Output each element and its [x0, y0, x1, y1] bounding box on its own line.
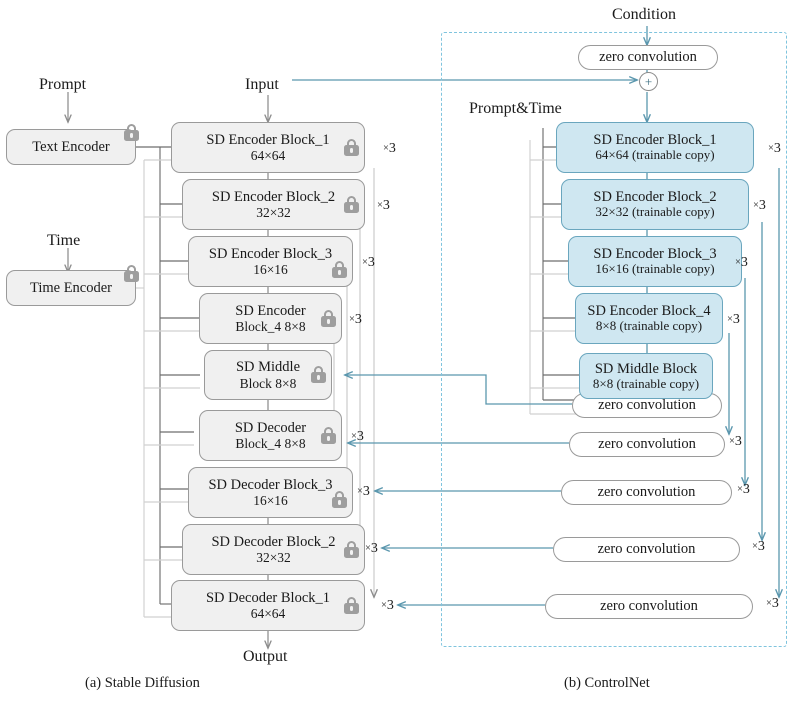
block-line-2: 8×8 (trainable copy)	[595, 318, 703, 334]
block-line-1: SD Encoder Block_3	[593, 246, 717, 263]
repeat-label-decoder-4: ×3	[351, 429, 364, 444]
block-line-2: 32×32	[256, 205, 291, 221]
block-line-2: 8×8 (trainable copy)	[592, 375, 700, 391]
repeat-label-cn-encoder-2: ×3	[753, 198, 766, 213]
lock-icon	[344, 597, 359, 614]
sd-encoder-block-2[interactable]: SD Encoder Block_2 32×32	[182, 179, 365, 230]
time-encoder-label: Time Encoder	[29, 279, 113, 296]
block-line-2: 16×16 (trainable copy)	[595, 261, 715, 277]
repeat-label-decoder-1: ×3	[381, 598, 394, 613]
block-line-2: 64×64	[250, 606, 286, 622]
block-line-2: Block_4 8×8	[235, 436, 306, 452]
sd-decoder-block-1[interactable]: SD Decoder Block_1 64×64	[171, 580, 365, 631]
block-line-2: 64×64	[250, 148, 286, 164]
lock-icon	[321, 310, 336, 327]
lock-icon	[344, 541, 359, 558]
zero-conv-label: zero convolution	[598, 397, 696, 413]
add-symbol: +	[644, 73, 653, 89]
lock-icon	[332, 261, 347, 278]
block-line-1: SD Decoder Block_3	[208, 476, 333, 493]
zero-conv-label: zero convolution	[597, 541, 696, 557]
block-line-1: SD Decoder	[234, 419, 307, 436]
label-prompt: Prompt	[39, 76, 87, 93]
lock-icon	[344, 139, 359, 156]
block-line-2: Block 8×8	[239, 375, 297, 391]
cn-encoder-block-1[interactable]: SD Encoder Block_1 64×64 (trainable copy…	[556, 122, 754, 173]
label-input: Input	[245, 76, 279, 93]
repeat-label-zc-3: ×3	[737, 482, 750, 497]
lock-icon	[332, 491, 347, 508]
sd-middle-block[interactable]: SD Middle Block 8×8	[204, 350, 332, 400]
sd-decoder-block-3[interactable]: SD Decoder Block_3 16×16	[188, 467, 353, 518]
cn-encoder-block-3[interactable]: SD Encoder Block_3 16×16 (trainable copy…	[568, 236, 742, 287]
block-line-2: 64×64 (trainable copy)	[595, 147, 715, 163]
lock-icon	[321, 427, 336, 444]
repeat-label-encoder-2: ×3	[377, 198, 390, 213]
zero-conv-label: zero convolution	[600, 598, 698, 614]
block-line-2: 32×32	[256, 550, 291, 566]
caption-panel-a: (a) Stable Diffusion	[85, 675, 200, 691]
block-line-1: SD Middle Block	[594, 360, 698, 377]
sd-decoder-block-4[interactable]: SD Decoder Block_4 8×8	[199, 410, 342, 461]
add-node: +	[639, 72, 658, 91]
cn-middle-block[interactable]: SD Middle Block 8×8 (trainable copy)	[579, 353, 713, 399]
block-line-1: SD Encoder Block_4	[587, 303, 711, 320]
zero-convolution-4[interactable]: zero convolution	[569, 432, 725, 457]
controlnet-boundary	[441, 32, 787, 647]
zero-conv-label: zero convolution	[598, 436, 696, 452]
zero-convolution-3[interactable]: zero convolution	[561, 480, 732, 505]
zero-conv-label: zero convolution	[599, 49, 697, 65]
repeat-label-decoder-3: ×3	[357, 484, 370, 499]
zero-convolution-1[interactable]: zero convolution	[545, 594, 753, 619]
text-encoder-label: Text Encoder	[32, 138, 110, 155]
repeat-label-zc-4: ×3	[729, 434, 742, 449]
block-line-1: SD Encoder	[235, 302, 306, 319]
zero-convolution-2[interactable]: zero convolution	[553, 537, 740, 562]
block-line-1: SD Encoder Block_1	[206, 131, 330, 148]
block-line-2: 16×16	[253, 493, 288, 509]
repeat-label-zc-2: ×3	[752, 539, 765, 554]
repeat-label-decoder-2: ×3	[365, 541, 378, 556]
text-encoder[interactable]: Text Encoder	[6, 129, 136, 165]
repeat-label-cn-encoder-3: ×3	[735, 255, 748, 270]
label-prompt-time: Prompt&Time	[469, 100, 562, 117]
repeat-label-encoder-1: ××33	[383, 141, 396, 156]
caption-panel-b: (b) ControlNet	[564, 675, 650, 691]
sd-encoder-block-1[interactable]: SD Encoder Block_1 64×64	[171, 122, 365, 173]
label-condition: Condition	[612, 6, 677, 23]
cn-encoder-block-2[interactable]: SD Encoder Block_2 32×32 (trainable copy…	[561, 179, 749, 230]
zero-convolution-input[interactable]: zero convolution	[578, 45, 718, 70]
lock-icon	[124, 265, 139, 282]
block-line-1: SD Middle	[235, 359, 301, 376]
lock-icon	[124, 124, 139, 141]
lock-icon	[311, 366, 326, 383]
block-line-2: Block_4 8×8	[235, 319, 306, 335]
repeat-label-encoder-4: ×3	[349, 312, 362, 327]
time-encoder[interactable]: Time Encoder	[6, 270, 136, 306]
block-line-2: 32×32 (trainable copy)	[595, 204, 715, 220]
label-time: Time	[47, 232, 81, 249]
block-line-1: SD Decoder Block_2	[211, 533, 336, 550]
block-line-1: SD Encoder Block_2	[593, 189, 717, 206]
lock-icon	[344, 196, 359, 213]
block-line-1: SD Encoder Block_2	[211, 188, 336, 205]
repeat-label-cn-encoder-1: ×3	[768, 141, 781, 156]
block-line-2: 16×16	[253, 262, 288, 278]
repeat-label-encoder-3: ×3	[362, 255, 375, 270]
cn-encoder-block-4[interactable]: SD Encoder Block_4 8×8 (trainable copy)	[575, 293, 723, 344]
sd-encoder-block-3[interactable]: SD Encoder Block_3 16×16	[188, 236, 353, 287]
label-output: Output	[243, 648, 288, 665]
sd-decoder-block-2[interactable]: SD Decoder Block_2 32×32	[182, 524, 365, 575]
zero-conv-label: zero convolution	[597, 484, 696, 500]
repeat-label-zc-1: ×3	[766, 596, 779, 611]
repeat-label-cn-encoder-4: ×3	[727, 312, 740, 327]
block-line-1: SD Encoder Block_3	[208, 245, 333, 262]
block-line-1: SD Decoder Block_1	[205, 589, 331, 606]
block-line-1: SD Encoder Block_1	[593, 132, 717, 149]
